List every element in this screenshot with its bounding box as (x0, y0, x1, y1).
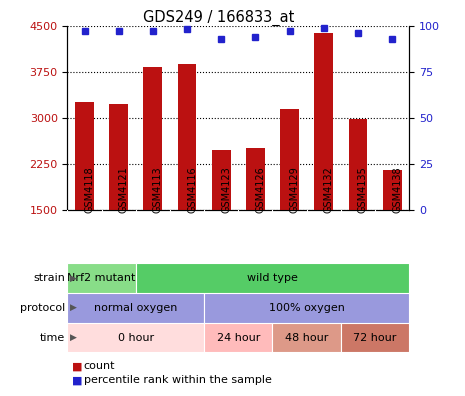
Bar (204, 323, 272, 352)
Text: percentile rank within the sample: percentile rank within the sample (84, 375, 272, 385)
Text: GSM4123: GSM4123 (221, 166, 231, 213)
Text: GSM4135: GSM4135 (358, 166, 368, 213)
Bar (349, 119, 367, 210)
Bar (314, 33, 333, 210)
Text: strain: strain (33, 273, 65, 283)
Bar (272, 323, 341, 352)
Text: GSM4138: GSM4138 (392, 166, 402, 213)
Bar (67, 293, 204, 323)
Bar (75, 103, 94, 210)
Text: GSM4126: GSM4126 (255, 166, 266, 213)
Bar (67, 263, 136, 293)
Bar (383, 170, 401, 210)
Bar (178, 65, 196, 210)
Text: GSM4121: GSM4121 (119, 166, 129, 213)
Text: ■: ■ (72, 375, 83, 385)
Bar (144, 67, 162, 210)
Text: ▶: ▶ (70, 303, 77, 312)
Text: protocol: protocol (20, 303, 65, 313)
Text: ▶: ▶ (70, 274, 77, 283)
Bar (341, 323, 409, 352)
Text: 72 hour: 72 hour (353, 333, 397, 343)
Text: ▶: ▶ (70, 333, 77, 342)
Bar (136, 263, 409, 293)
Bar (212, 150, 231, 210)
Bar (204, 293, 409, 323)
Text: 24 hour: 24 hour (217, 333, 260, 343)
Text: GSM4116: GSM4116 (187, 166, 197, 213)
Text: GSM4118: GSM4118 (85, 166, 94, 213)
Text: time: time (40, 333, 65, 343)
Text: ■: ■ (72, 361, 83, 371)
Text: 48 hour: 48 hour (285, 333, 328, 343)
Text: GSM4132: GSM4132 (324, 166, 334, 213)
Text: 100% oxygen: 100% oxygen (269, 303, 345, 313)
Text: GSM4129: GSM4129 (290, 166, 299, 213)
Text: GSM4113: GSM4113 (153, 166, 163, 213)
Text: Nrf2 mutant: Nrf2 mutant (67, 273, 136, 283)
Bar (67, 323, 204, 352)
Text: GDS249 / 166833_at: GDS249 / 166833_at (143, 10, 294, 26)
Text: count: count (84, 361, 115, 371)
Text: wild type: wild type (247, 273, 298, 283)
Text: 0 hour: 0 hour (118, 333, 154, 343)
Bar (280, 109, 299, 210)
Text: normal oxygen: normal oxygen (94, 303, 178, 313)
Bar (246, 148, 265, 210)
Bar (109, 104, 128, 210)
